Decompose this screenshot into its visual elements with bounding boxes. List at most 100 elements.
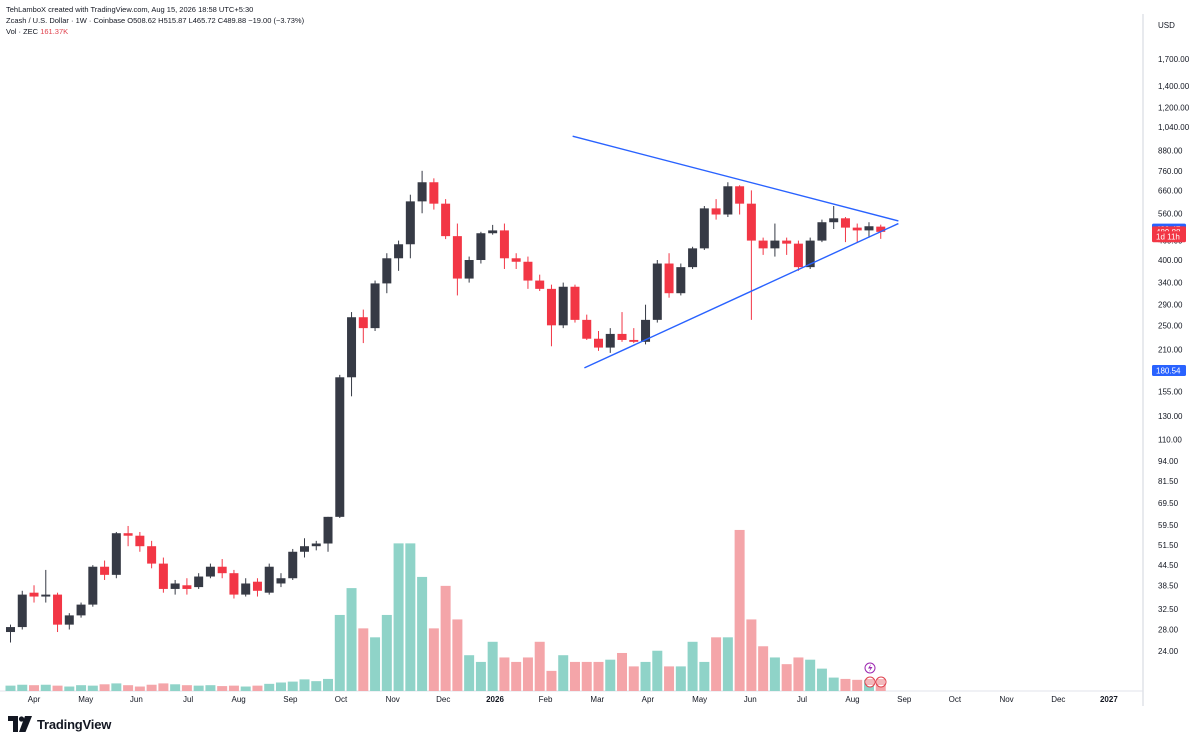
time-tick-label: Jun xyxy=(744,695,757,704)
volume-bar xyxy=(29,685,40,691)
candle-body xyxy=(840,218,850,228)
candle-body xyxy=(41,594,51,597)
volume-bar xyxy=(769,657,780,691)
price-tick-label: 59.50 xyxy=(1158,521,1179,530)
candle-body xyxy=(6,627,15,633)
volume-bar xyxy=(76,685,87,691)
time-tick-label: Aug xyxy=(845,695,859,704)
volume-bar xyxy=(217,686,228,691)
candle-body xyxy=(546,288,556,326)
time-tick-label: Feb xyxy=(539,695,553,704)
candle-body xyxy=(758,240,768,249)
candle-body xyxy=(135,535,145,547)
candle-body xyxy=(111,533,121,575)
volume-bar xyxy=(487,641,498,691)
volume-bar xyxy=(417,576,428,691)
volume-bar xyxy=(816,668,827,691)
volume-bar xyxy=(299,679,310,691)
candle-body xyxy=(252,581,262,591)
volume-bar xyxy=(264,683,275,691)
volume-info: Vol · ZEC 161.37K xyxy=(6,26,304,37)
candle-body xyxy=(347,317,357,378)
volume-bar xyxy=(64,686,75,691)
time-tick-label: Apr xyxy=(28,695,41,704)
volume-bar xyxy=(205,685,216,691)
volume-bar xyxy=(323,678,334,691)
candle-body xyxy=(723,186,733,215)
price-tick-label: 69.50 xyxy=(1158,499,1179,508)
candle-body xyxy=(405,201,415,245)
time-tick-label: May xyxy=(78,695,93,704)
candle-body xyxy=(499,230,509,259)
trendline[interactable] xyxy=(572,135,899,222)
volume-bar xyxy=(569,661,580,691)
time-tick-label: Apr xyxy=(642,695,655,704)
volume-bar xyxy=(628,666,639,691)
volume-bar xyxy=(593,661,604,691)
volume-bar xyxy=(617,652,628,691)
author-line: TehLamboX created with TradingView.com, … xyxy=(6,5,254,14)
candle-body xyxy=(864,226,874,231)
candle-body xyxy=(817,222,827,241)
candle-body xyxy=(688,248,698,268)
volume-bar xyxy=(722,637,733,691)
candle-body xyxy=(535,280,545,289)
candle-body xyxy=(464,260,474,279)
time-tick-label: Sep xyxy=(897,695,912,704)
price-tick-label: 290.00 xyxy=(1158,301,1183,310)
candle-body xyxy=(570,286,580,320)
time-tick-label: Jun xyxy=(130,695,143,704)
volume-bar xyxy=(652,650,663,691)
candle-body xyxy=(876,226,886,232)
price-axis[interactable]: USD 1,700.00 1,400.00 1,200.00 1,040.00 880.… xyxy=(1158,21,1190,656)
volume-bar xyxy=(664,666,675,691)
price-tick-label: 880.00 xyxy=(1158,146,1183,155)
volume-bar xyxy=(687,641,698,691)
volume-bar xyxy=(370,637,381,691)
candle-body xyxy=(194,576,204,588)
candle-body xyxy=(241,583,251,595)
candle-body xyxy=(29,592,39,597)
trendline[interactable] xyxy=(584,222,899,369)
volume-bar xyxy=(675,666,686,691)
candle-body xyxy=(229,573,239,595)
volume-bar xyxy=(240,686,251,691)
candle-body xyxy=(782,240,792,244)
volume-bar xyxy=(699,661,710,691)
candle-body xyxy=(335,377,345,517)
candle-body xyxy=(394,244,404,259)
candle-body xyxy=(711,208,721,215)
candle-body xyxy=(147,546,157,564)
volume-bar xyxy=(805,659,816,691)
volume-bar xyxy=(275,682,286,691)
time-tick-label: 2027 xyxy=(1100,695,1118,704)
candle-body xyxy=(88,566,98,605)
volume-bar xyxy=(440,585,451,691)
price-tick-label: 660.00 xyxy=(1158,186,1183,195)
volume-bar xyxy=(17,684,28,691)
price-tick-label: 24.00 xyxy=(1158,647,1179,656)
candle-body xyxy=(288,551,298,579)
volume-bar xyxy=(452,619,463,691)
volume-bar xyxy=(158,683,169,691)
volume-bar xyxy=(405,543,416,691)
candle-body xyxy=(770,240,780,249)
volume-bar xyxy=(358,628,369,691)
candle-body xyxy=(205,566,215,577)
price-tick-label: 560.00 xyxy=(1158,209,1183,218)
time-tick-label: Nov xyxy=(386,695,400,704)
volume-bar xyxy=(640,661,651,691)
event-markers[interactable] xyxy=(864,662,887,688)
time-tick-label: 2026 xyxy=(486,695,504,704)
candle-body xyxy=(511,258,521,262)
brand-name: TradingView xyxy=(37,716,112,732)
price-tick-label: 340.00 xyxy=(1158,279,1183,288)
volume-bar xyxy=(181,685,192,691)
volume-bar xyxy=(781,664,792,691)
trendlines[interactable] xyxy=(572,135,899,369)
volume-bar xyxy=(558,655,569,691)
price-tick-label: 1,200.00 xyxy=(1158,103,1190,112)
time-axis[interactable]: Apr May Jun Jul Aug Sep Oct Nov Dec 2026 Feb Mar Apr… xyxy=(28,695,1119,704)
